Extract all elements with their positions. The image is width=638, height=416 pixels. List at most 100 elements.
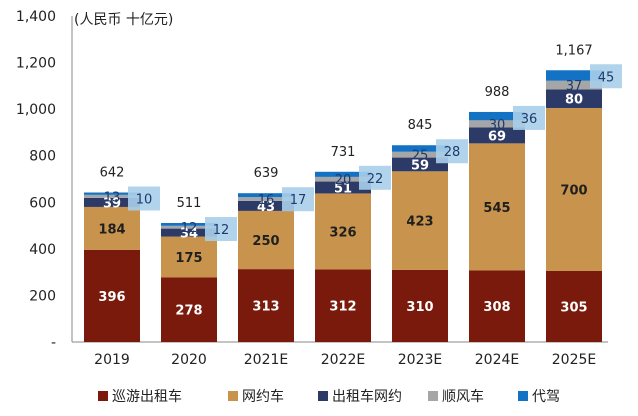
legend-label: 代驾 <box>532 389 560 405</box>
bar-value-label: 39 <box>103 196 121 211</box>
y-tick-label: 1,200 <box>16 56 56 72</box>
bar-segment-网约车 <box>84 206 140 250</box>
bar-value-label: 278 <box>175 304 202 319</box>
bar-segment-网约车 <box>238 210 294 270</box>
y-tick-label: - <box>51 335 56 351</box>
bar-value-label: 28 <box>444 145 461 160</box>
bar-value-label: 305 <box>560 300 587 315</box>
bar-segment-代驾 <box>546 70 602 81</box>
bar-segment-巡游出租车 <box>161 277 217 342</box>
legend-label: 巡游出租车 <box>112 388 182 405</box>
bar-segment-网约车 <box>392 171 448 270</box>
bar-value-label: 700 <box>560 183 587 198</box>
y-tick-label: 1,000 <box>16 102 56 118</box>
callout-box <box>128 186 160 211</box>
y-tick-label: 400 <box>29 242 56 258</box>
legend-swatch <box>98 391 108 401</box>
legend-label: 出租车网约 <box>332 388 402 405</box>
bar-segment-顺风车 <box>161 225 217 229</box>
bar-segment-出租车网约 <box>315 181 371 194</box>
bar-segment-出租车网约 <box>392 157 448 172</box>
callout-box <box>359 165 391 190</box>
x-tick-label: 2022E <box>321 352 365 368</box>
bar-segment-巡游出租车 <box>469 270 525 342</box>
bar-segment-代驾 <box>469 111 525 121</box>
callout-box <box>205 217 237 242</box>
bar-value-label: 12 <box>181 221 198 236</box>
bar-segment-出租车网约 <box>238 200 294 211</box>
bar-value-label: 16 <box>258 193 275 208</box>
legend-swatch <box>318 391 328 401</box>
bar-segment-顺风车 <box>392 151 448 158</box>
bar-value-label: 51 <box>334 181 352 196</box>
bar-segment-顺风车 <box>315 176 371 182</box>
bar-value-label: 59 <box>411 158 429 173</box>
bar-segment-代驾 <box>238 193 294 198</box>
legend: 巡游出租车 网约车 出租车网约 顺风车 代驾 <box>98 388 560 405</box>
bar-segment-出租车网约 <box>84 197 140 207</box>
callout-box <box>282 187 314 212</box>
bar-value-label: 34 <box>180 227 198 242</box>
legend-swatch <box>228 391 238 401</box>
y-tick-label: 200 <box>29 288 56 304</box>
legend-label: 网约车 <box>242 388 284 405</box>
y-tick-label: 600 <box>29 195 56 211</box>
x-tick-label: 2019 <box>94 352 130 368</box>
x-tick-label: 2025E <box>552 352 596 368</box>
bar-value-label: 20 <box>335 173 352 188</box>
x-tick-label: 2024E <box>475 352 519 368</box>
bar-segment-顺风车 <box>238 197 294 201</box>
bar-segment-网约车 <box>469 143 525 271</box>
bar-total-label: 639 <box>254 166 279 181</box>
bar-value-label: 45 <box>598 70 615 85</box>
x-tick-label: 2023E <box>398 352 442 368</box>
legend-label: 顺风车 <box>442 388 484 405</box>
bar-total-label: 642 <box>100 166 125 181</box>
bar-value-label: 175 <box>175 251 202 266</box>
bar-value-label: 12 <box>213 223 230 238</box>
bar-total-label: 511 <box>177 196 202 211</box>
x-tick-label: 2021E <box>244 352 288 368</box>
bar-value-label: 184 <box>98 222 125 237</box>
callout-box <box>436 139 468 164</box>
bar-value-label: 37 <box>566 79 583 94</box>
bar-value-label: 22 <box>367 172 384 187</box>
callout-box <box>513 105 545 130</box>
bar-segment-巡游出租车 <box>238 269 294 342</box>
bar-total-label: 845 <box>408 118 433 133</box>
bar-value-label: 43 <box>257 200 275 215</box>
bar-value-label: 545 <box>483 201 510 216</box>
bar-segment-代驾 <box>161 223 217 226</box>
bar-value-label: 313 <box>252 300 279 315</box>
bar-value-label: 30 <box>489 118 506 133</box>
bar-value-label: 10 <box>136 193 153 208</box>
bar-segment-巡游出租车 <box>84 249 140 342</box>
legend-swatch <box>428 391 438 401</box>
bar-total-label: 731 <box>331 145 356 160</box>
bar-segment-巡游出租车 <box>546 270 602 342</box>
bar-value-label: 25 <box>412 149 429 164</box>
bar-segment-巡游出租车 <box>315 269 371 342</box>
bar-segment-网约车 <box>161 236 217 278</box>
bar-value-label: 423 <box>406 215 433 230</box>
bar-value-label: 250 <box>252 234 279 249</box>
bar-segment-网约车 <box>315 193 371 270</box>
x-tick-label: 2020 <box>171 352 207 368</box>
bar-segment-代驾 <box>315 171 371 177</box>
bar-segment-巡游出租车 <box>392 269 448 342</box>
bar-segment-出租车网约 <box>546 89 602 108</box>
bar-segment-顺风车 <box>469 120 525 128</box>
bar-value-label: 326 <box>329 225 356 240</box>
bar-value-label: 69 <box>488 129 506 144</box>
bar-total-label: 988 <box>485 85 510 100</box>
bar-segment-顺风车 <box>546 80 602 90</box>
y-tick-label: 1,400 <box>16 9 56 25</box>
bar-value-label: 310 <box>406 300 433 315</box>
bar-value-label: 396 <box>98 290 125 305</box>
y-tick-label: 800 <box>29 149 56 165</box>
bar-segment-代驾 <box>84 192 140 195</box>
y-axis-unit-label: (人民币 十亿元) <box>74 12 173 28</box>
bar-segment-网约车 <box>546 107 602 271</box>
